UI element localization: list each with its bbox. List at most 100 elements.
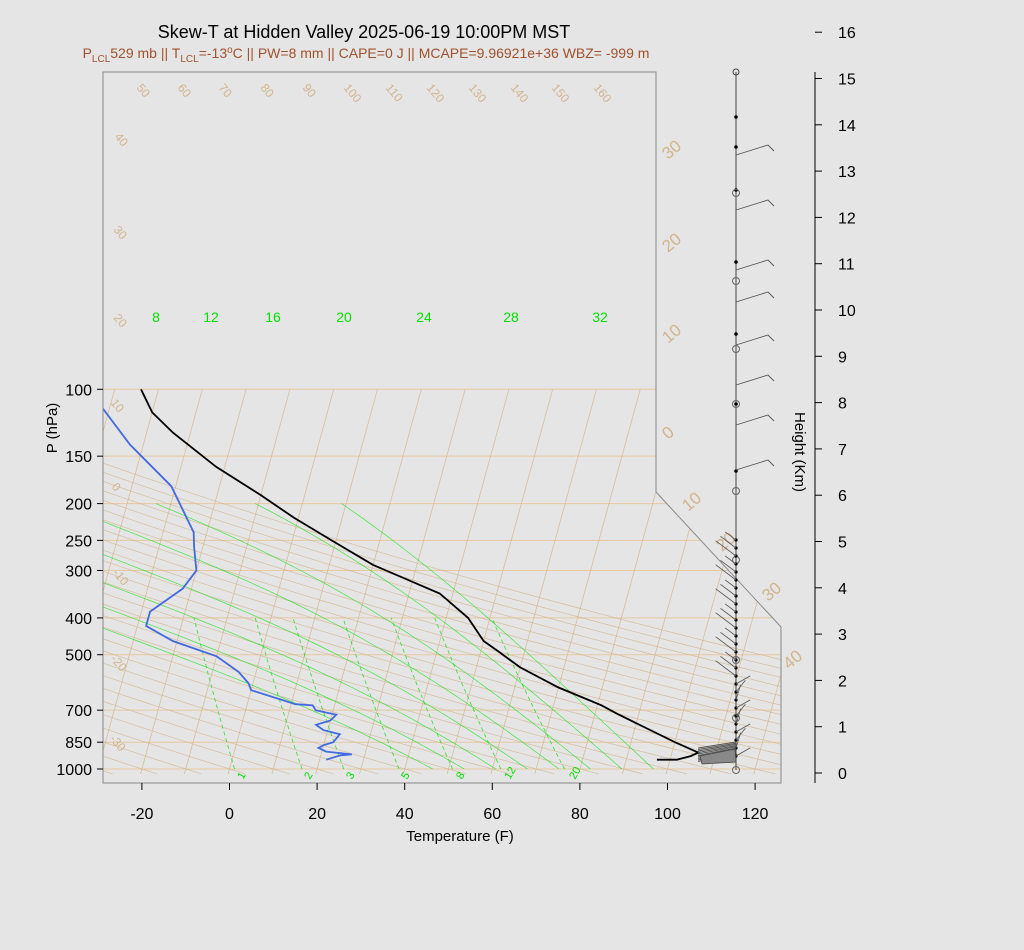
subtitle-wbz: WBZ= -999 m <box>563 45 650 61</box>
isotherm-label: 140 <box>508 81 532 106</box>
moist-adiabat-line <box>341 503 654 770</box>
wind-barb <box>720 631 737 645</box>
height-tick-label: 16 <box>838 25 856 42</box>
wind-barb <box>735 728 746 741</box>
wind-barb <box>697 743 737 752</box>
wind-barb <box>724 531 737 541</box>
wind-barb <box>715 660 737 677</box>
height-tick-label: 4 <box>838 581 847 598</box>
subtitle-plcl: 529 mb <box>110 45 157 61</box>
height-axis-label: Height (Km) <box>791 412 808 492</box>
moist-adiabat-label: 32 <box>592 309 608 325</box>
isotherm-line <box>621 389 729 774</box>
wind-ring <box>732 766 740 774</box>
y-tick-label: 300 <box>65 563 92 580</box>
isotherm-label: 10 <box>108 396 128 415</box>
plot-frame <box>102 71 782 784</box>
wind-barb <box>735 144 775 156</box>
moist-adiabat-label: 12 <box>203 309 219 325</box>
x-tick-label: 40 <box>396 806 414 823</box>
isotherm-label: 100 <box>341 81 365 106</box>
isotherm-label: 50 <box>134 81 154 100</box>
moist-adiabat-line <box>103 503 433 770</box>
height-tick-label: 7 <box>838 442 847 459</box>
wind-barb-column <box>697 68 775 774</box>
moist-adiabat-label: 24 <box>416 309 432 325</box>
dry-adiabat-line <box>103 388 599 775</box>
dry-adiabat-label: 40 <box>779 646 806 673</box>
isotherm-line <box>753 389 781 774</box>
isotherm-line <box>402 389 510 774</box>
wind-barb <box>715 564 737 581</box>
wind-barb <box>720 583 737 597</box>
wind-barb <box>735 334 775 346</box>
wind-barb <box>735 680 746 693</box>
isotherm-line <box>103 389 203 774</box>
wind-dot <box>734 115 738 119</box>
isotherm-label: 0 <box>109 480 124 494</box>
dry-adiabat-line <box>103 388 643 775</box>
height-tick-label: 3 <box>838 627 847 644</box>
x-tick-label: -20 <box>130 806 153 823</box>
dry-adiabat-line <box>103 388 781 775</box>
mixing-ratio-label: 5 <box>399 770 412 781</box>
isotherm-line <box>103 389 159 774</box>
moist-adiabat-label: 20 <box>336 309 352 325</box>
wind-barb <box>735 459 775 471</box>
dry-adiabat-line <box>103 388 422 775</box>
wind-barb-cluster <box>699 748 737 765</box>
subtitle-cape: CAPE=0 J <box>339 45 404 61</box>
wind-barb <box>735 704 746 717</box>
x-tick-label: 100 <box>654 806 681 823</box>
isotherm-line <box>315 389 422 774</box>
wind-barb <box>735 708 741 725</box>
y-tick-label: 500 <box>65 648 92 665</box>
y-tick-label: 100 <box>65 382 92 399</box>
wind-barb <box>724 579 737 589</box>
wind-barb <box>715 540 737 557</box>
moist-adiabat-line <box>103 503 496 770</box>
wind-ring <box>732 656 740 664</box>
dry-adiabat-line <box>103 388 776 775</box>
isotherm-label: 120 <box>424 81 448 106</box>
dry-adiabat-label: 10 <box>678 488 705 515</box>
wind-circle <box>732 68 740 76</box>
height-tick-label: 8 <box>838 396 847 413</box>
dry-adiabat-line <box>103 389 290 775</box>
y-tick-label: 150 <box>65 449 92 466</box>
subtitle-tlcl: -13 <box>207 45 227 61</box>
dry-adiabat-line <box>103 388 781 775</box>
height-tick-label: 12 <box>838 210 856 227</box>
height-tick-label: 5 <box>838 535 847 552</box>
wind-dot <box>734 145 738 149</box>
moist-adiabat-line <box>155 503 591 770</box>
dry-adiabat-line <box>103 388 781 775</box>
isotherm-label: 160 <box>591 81 615 106</box>
wind-barb <box>720 607 737 621</box>
moist-adiabat-label: 28 <box>503 309 519 325</box>
chart-subtitle: PLCL529 mb || TLCL=-13oC || PW=8 mm || C… <box>83 45 650 65</box>
wind-barb <box>715 612 737 629</box>
wind-ring <box>732 345 740 353</box>
moist-adiabat-line <box>255 503 623 770</box>
wind-barb <box>735 259 775 271</box>
wind-barb <box>735 747 751 757</box>
x-tick-label: 20 <box>308 806 326 823</box>
dry-adiabat-line <box>103 388 688 775</box>
dry-adiabat-line <box>103 388 781 775</box>
moist-adiabat-label: 8 <box>152 309 160 325</box>
wind-barb <box>735 723 751 733</box>
mixing-ratio-label: 2 <box>302 770 315 781</box>
wind-barb <box>697 746 737 755</box>
x-tick-label: 60 <box>483 806 501 823</box>
mixing-ratio-line <box>292 617 345 770</box>
height-tick-label: 9 <box>838 349 847 366</box>
isotherm-label: 30 <box>111 223 131 242</box>
dry-adiabat-line <box>103 388 467 775</box>
dry-adiabat-line <box>103 388 732 775</box>
wind-barb <box>735 699 751 709</box>
wind-barb <box>724 555 737 565</box>
dry-adiabat-line <box>103 389 334 775</box>
dry-adiabat-line <box>103 388 555 775</box>
y-tick-label: 250 <box>65 533 92 550</box>
